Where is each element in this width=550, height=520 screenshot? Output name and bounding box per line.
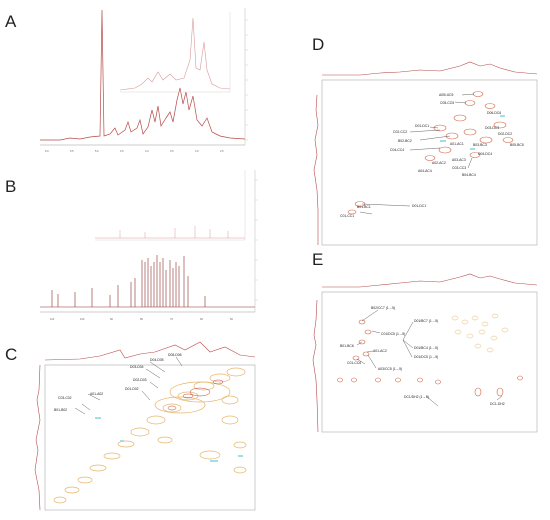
cosy-label: D03-D04: [130, 365, 144, 369]
svg-text:100: 100: [80, 317, 85, 321]
hsqc-label: C02-CC2: [393, 130, 407, 134]
hsqc-label: D02-DC2: [498, 132, 512, 136]
svg-text:70: 70: [170, 317, 173, 321]
hsqc-label: A05/-6C5: [439, 93, 453, 97]
cosy-label: B01-B02: [54, 408, 67, 412]
hmbc-label: A01-AC2: [373, 349, 387, 353]
hsqc-label: B04-BC4: [462, 173, 476, 177]
cosy-label: C03-C02: [58, 396, 72, 400]
svg-text:3.0: 3.0: [195, 149, 199, 153]
hsqc-label: C03-CC3: [452, 166, 466, 170]
svg-text:110: 110: [50, 317, 55, 321]
panel-a-spectrum: 6.0 5.5 5.0 4.5 4.0 3.5 3.0 2.5: [40, 8, 248, 153]
hmbc-label: DC1/DH2 (1→5): [404, 395, 429, 399]
panel-c-cosy: A01-A02 C03-C02 B01-B02 D01-D02 D02-D03 …: [34, 341, 256, 511]
hsqc-label: D03-DC3: [485, 126, 499, 130]
cosy-label: A01-A02: [90, 392, 103, 396]
hsqc-label: A01-AC1: [450, 142, 464, 146]
svg-text:4.0: 4.0: [145, 149, 149, 153]
cosy-label: D05-D06: [168, 353, 182, 357]
cosy-label: D02-D03: [133, 378, 147, 382]
svg-text:6.0: 6.0: [45, 149, 49, 153]
hmbc-label: B01-BC6: [340, 344, 354, 348]
svg-text:4.5: 4.5: [120, 149, 124, 153]
panel-b-spectrum: 110 100 90 80 70 60 50: [40, 170, 258, 321]
hsqc-label: B05-BC5: [510, 143, 524, 147]
hsqc-label: A02-AC2: [432, 161, 446, 165]
hsqc-label: D04-DC4: [478, 152, 492, 156]
panel-letter-a: A: [5, 12, 17, 31]
hsqc-label: C01-CC1: [340, 214, 354, 218]
hsqc-label: B01-BC1: [357, 205, 371, 209]
svg-text:60: 60: [200, 317, 203, 321]
hmbc-label: A03/CC5 (1→5): [378, 367, 402, 371]
panel-letter-c: C: [5, 345, 18, 364]
hmbc-label: DC1-DH2: [490, 402, 505, 406]
svg-text:50: 50: [230, 317, 233, 321]
svg-text:5.0: 5.0: [95, 149, 99, 153]
hmbc-label: D01/BC4 (1→5): [414, 346, 438, 350]
panel-letter-e: E: [312, 250, 324, 269]
hsqc-label: B02-BC2: [398, 139, 412, 143]
svg-text:5.5: 5.5: [70, 149, 74, 153]
cosy-label: D04-D05: [150, 358, 164, 362]
hmbc-label: D01/DC5 (1→5): [414, 355, 438, 359]
hsqc-label: A03-AC3: [452, 158, 466, 162]
panel-letter-b: B: [5, 177, 17, 196]
hmbc-label: D01/BC7 (1→5): [414, 319, 438, 323]
svg-text:2.5: 2.5: [220, 149, 224, 153]
hmbc-label: C01/DC5 (1→5): [381, 332, 405, 336]
hsqc-label: C05-CC5: [440, 101, 454, 105]
panel-d-hsqc: A05/-6C5 C05-CC5 D06-DC6 D01-DC1 C02-CC2…: [313, 61, 538, 246]
cosy-label: D01-D02: [125, 387, 139, 391]
hsqc-label: A04-AC4: [418, 169, 432, 173]
svg-text:80: 80: [140, 317, 143, 321]
hmbc-label: C01-CC6: [347, 361, 361, 365]
panel-letter-d: D: [312, 35, 325, 54]
hsqc-label: D01-DC1: [412, 204, 426, 208]
hsqc-label: D06-DC6: [487, 111, 501, 115]
panel-e-hmbc: B02/CC7 (1→5) D01/BC7 (1→5) C01/DC5 (1→5…: [312, 273, 538, 433]
hsqc-label: D01-DC1: [415, 124, 429, 128]
hmbc-label: B02/CC7 (1→5): [371, 306, 395, 310]
hsqc-label: B03-BC3: [473, 143, 487, 147]
hsqc-label: C04-CC4: [390, 148, 404, 152]
svg-text:90: 90: [110, 317, 113, 321]
svg-text:3.5: 3.5: [170, 149, 174, 153]
